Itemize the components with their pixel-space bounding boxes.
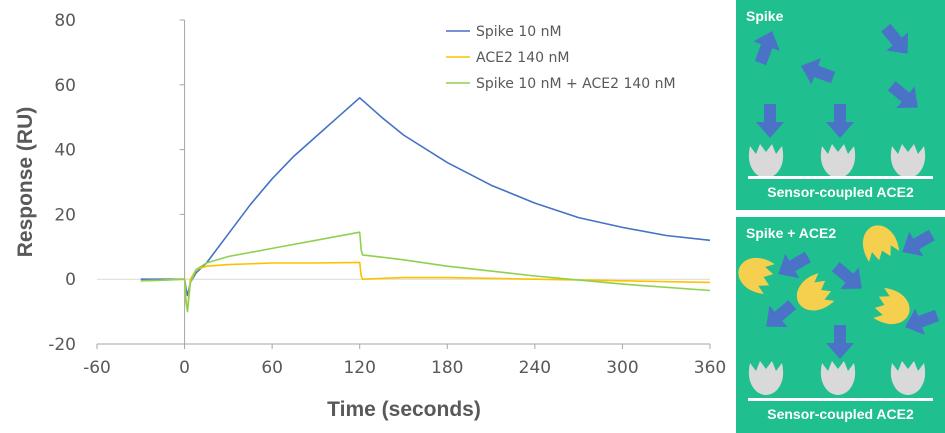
x-tick-label: 0: [179, 358, 190, 378]
spike-arrow-icon: [756, 104, 784, 138]
y-tick-label: -20: [48, 335, 76, 355]
top-panel-title: Spike: [746, 8, 784, 24]
y-tick-label: 80: [54, 11, 76, 31]
spike-arrow-icon: [826, 325, 854, 359]
x-tick-label: 120: [343, 358, 375, 378]
y-tick-label: 40: [54, 141, 76, 161]
spike-arrow-icon: [882, 74, 927, 119]
x-tick-label: -60: [83, 358, 111, 378]
spike-arrow-icon: [747, 26, 786, 68]
series-line-3: [140, 231, 711, 313]
x-tick-label: 60: [261, 358, 283, 378]
legend-label: Spike 10 nM: [476, 24, 562, 40]
x-tick-label: 180: [431, 358, 463, 378]
x-tick-label: 360: [694, 358, 726, 378]
x-tick-label: 240: [519, 358, 551, 378]
y-tick-label: 0: [65, 270, 76, 290]
series-line-1: [140, 97, 711, 297]
y-axis-title: Response (RU): [14, 107, 37, 258]
ace2-receptor-icon: [748, 361, 784, 395]
y-tick-label: 20: [54, 205, 76, 225]
bottom-panel-title: Spike + ACE2: [746, 225, 837, 241]
spike-arrow-icon: [874, 18, 919, 63]
soluble-ace2-icon: [857, 220, 901, 265]
spike-arrow-icon: [826, 104, 854, 138]
bottom-sensor-label: Sensor-coupled ACE2: [767, 406, 914, 422]
spike-arrow-icon: [826, 255, 871, 300]
spike-arrow-icon: [796, 52, 838, 91]
spr-chart: -20 0 20 40 60 80 -60 0 60 120 180 240 300 360 Spike …: [14, 11, 726, 421]
soluble-ace2-icon: [790, 271, 837, 318]
chart-axes: -20 0 20 40 60 80 -60 0 60 120 180 240 300 360: [48, 11, 726, 378]
ace2-receptor-icon: [820, 361, 856, 395]
y-tick-label: 60: [54, 76, 76, 96]
spike-arrow-icon: [757, 293, 802, 338]
sensor-surface-line: [748, 398, 933, 401]
ace2-receptor-icon: [890, 144, 926, 178]
ace2-receptor-icon: [820, 144, 856, 178]
sensor-surface-line: [748, 176, 933, 179]
spike-arrow-icon: [895, 222, 939, 265]
ace2-receptor-icon: [890, 361, 926, 395]
spike-schematic-panel: Spike Sensor-coupled ACE2: [736, 0, 945, 210]
legend-label: Spike 10 nM + ACE2 140 nM: [476, 76, 676, 92]
chart-legend: Spike 10 nM ACE2 140 nM Spike 10 nM + ACE2…: [446, 24, 676, 92]
soluble-ace2-icon: [736, 252, 778, 296]
series-line-2: [140, 261, 711, 310]
spike-ace2-schematic-panel: Spike + ACE2 Sensor-coupled ACE2: [736, 217, 945, 433]
x-tick-label: 300: [606, 358, 638, 378]
x-axis-title: Time (seconds): [327, 398, 481, 421]
chart-series: [140, 97, 711, 313]
legend-label: ACE2 140 nM: [476, 50, 569, 66]
ace2-receptor-icon: [748, 144, 784, 178]
top-sensor-label: Sensor-coupled ACE2: [767, 184, 914, 200]
